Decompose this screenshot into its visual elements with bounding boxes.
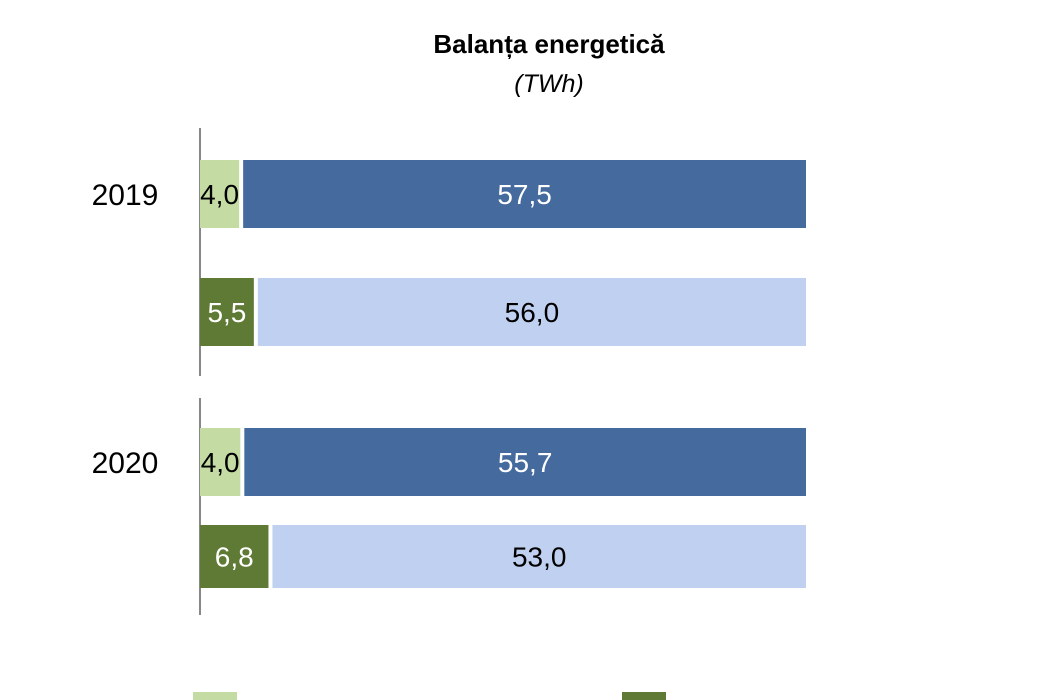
- chart-title: Balanța energetică: [433, 29, 665, 59]
- bars-layer: 4,0 57,5 2019 5,5 56,0 4,0 55,7 2020 6,8 53,0: [92, 128, 807, 615]
- bar-segment: [244, 428, 806, 496]
- bar-segment: [200, 160, 240, 228]
- legend-swatch: [193, 692, 237, 700]
- legend-swatch: [622, 692, 666, 700]
- data-label: 4,0: [201, 447, 240, 478]
- category-label: 2020: [92, 447, 159, 480]
- data-label: 5,5: [207, 297, 246, 328]
- bar-segment: [200, 525, 269, 588]
- data-label: 53,0: [512, 542, 567, 573]
- data-label: 55,7: [498, 447, 553, 478]
- bar-segment: [243, 160, 806, 228]
- bar-segment: [257, 278, 806, 346]
- legend: [193, 692, 666, 700]
- chart-subtitle: (TWh): [514, 70, 583, 98]
- bar-segment: [272, 525, 807, 588]
- data-label: 4,0: [200, 179, 239, 210]
- data-label: 6,8: [215, 542, 254, 573]
- bar-segment: [200, 278, 254, 346]
- bar-segment: [200, 428, 241, 496]
- data-label: 57,5: [497, 179, 552, 210]
- category-label: 2019: [92, 179, 159, 212]
- data-label: 56,0: [505, 297, 560, 328]
